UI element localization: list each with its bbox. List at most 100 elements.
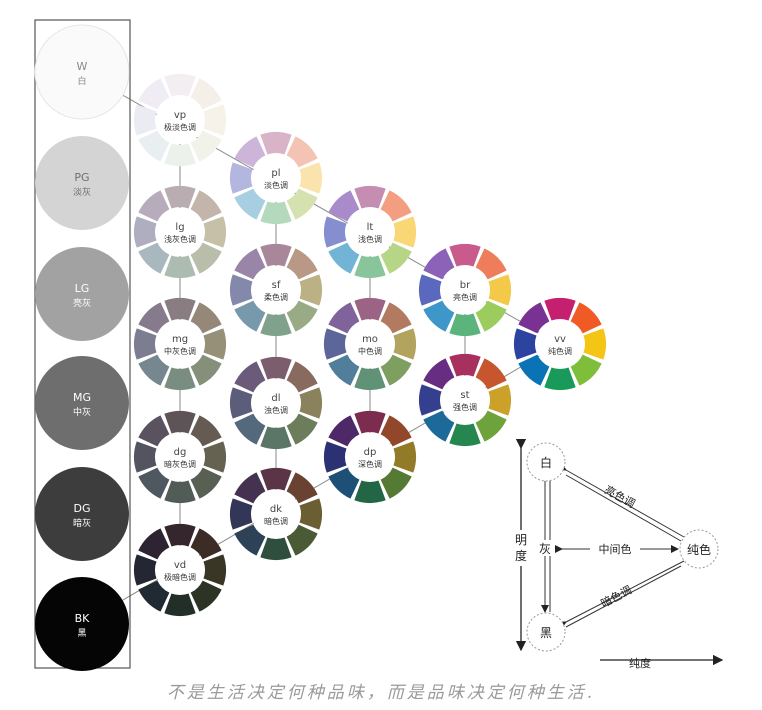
lightness-label-1: 明 <box>515 533 527 547</box>
tone-wheel-segment <box>475 410 507 442</box>
tone-wheel-segment <box>164 367 196 390</box>
caption-quote: 不是生活决定何种品味，而是品味决定何种生活. <box>166 683 596 703</box>
dark-tones-label: 暗色调 <box>598 583 634 611</box>
tone-wheel-segment <box>380 190 412 222</box>
gray-disc-w: W白 <box>34 24 130 120</box>
tone-wheel-segment <box>260 244 292 267</box>
tone-code-label: vp <box>174 110 186 121</box>
tone-code-label: st <box>460 390 469 401</box>
gray-disc-bk: BK 黑 <box>35 577 129 671</box>
tone-wheel-segment <box>328 242 360 274</box>
tone-wheel-segment <box>354 480 386 503</box>
tone-wheel-center <box>252 490 300 538</box>
tone-wheel-segment <box>134 216 157 248</box>
tone-name-label: 深色调 <box>358 459 382 469</box>
tone-wheel-segment <box>299 498 322 530</box>
tone-name-label: 暗色调 <box>264 516 288 526</box>
tone-wheel-segment <box>286 300 318 332</box>
tone-wheel-segment <box>203 328 226 360</box>
tone-name-label: 极淡色调 <box>164 122 196 132</box>
black-label: 黑 <box>540 626 552 640</box>
tone-wheel-segment <box>164 298 196 321</box>
tone-wheel-segment <box>260 426 292 449</box>
tone-wheel-segment <box>260 313 292 336</box>
tone-wheel-segment <box>354 186 386 209</box>
tone-code-label: vv <box>554 334 566 345</box>
tone-wheel-segment <box>324 328 347 360</box>
tone-name-label: 柔色调 <box>264 292 288 302</box>
tone-wheel-segment <box>393 216 416 248</box>
tone-wheel-segment <box>570 302 602 334</box>
gray-code-label: DG <box>74 502 91 515</box>
tone-wheel-segment <box>190 354 222 386</box>
tone-wheel-segment <box>354 367 386 390</box>
tone-code-label: vd <box>174 560 186 571</box>
tone-wheel-segment <box>423 410 455 442</box>
tone-wheel-center <box>252 266 300 314</box>
tone-wheel-segment <box>260 131 292 155</box>
black-node <box>526 612 566 652</box>
bright-tones-line-2 <box>565 474 682 542</box>
tone-wheel-segment <box>138 242 170 274</box>
tone-wheel-segment <box>234 413 266 445</box>
tone-wheel-segment <box>190 130 222 162</box>
tone-legend-diagram: 白 黑 纯色 灰 中间色 亮色调 暗色调 明 度 纯度 <box>514 438 724 670</box>
tone-wheel-segment <box>234 188 266 220</box>
tone-code-label: mo <box>362 334 378 345</box>
tone-wheel-segment <box>164 74 196 97</box>
tone-wheel-segment <box>380 302 412 334</box>
gray-name-label: 白 <box>77 75 86 87</box>
tone-name-label: 纯色调 <box>548 346 572 356</box>
tone-name-label: 亮色调 <box>453 292 477 302</box>
tone-wheel-segment <box>449 244 481 267</box>
tone-code-label: lg <box>175 222 184 233</box>
gray-disc-circle <box>35 136 129 230</box>
gray-disc-circle <box>35 467 129 561</box>
tone-wheel-segment <box>393 441 416 473</box>
tone-wheel-center <box>346 433 394 481</box>
tone-wheel-segment <box>164 524 196 547</box>
tone-wheel-segment <box>230 498 253 530</box>
tone-code-label: dg <box>174 447 187 458</box>
tone-wheel-segment <box>449 423 481 447</box>
tone-wheel-segment <box>286 413 318 445</box>
grayscale-column: W白 PG 淡灰 LG 亮灰 MG 中灰 DG 暗灰 BK 黑 <box>34 24 130 671</box>
tone-wheel-segment <box>138 190 170 222</box>
tone-wheel-segment <box>393 328 416 360</box>
tone-wheel-segment <box>190 302 222 334</box>
tone-wheel-segment <box>138 528 170 560</box>
tone-wheel-segment <box>260 537 292 560</box>
tone-wheel-segment <box>286 248 318 280</box>
tone-wheel-segment <box>203 441 226 473</box>
gray-name-label: 中灰 <box>73 406 91 418</box>
tone-wheel-segment <box>354 411 386 434</box>
gray-disc-circle <box>34 24 130 120</box>
tone-wheel-center <box>441 266 489 314</box>
tone-wheel-segment <box>190 242 222 274</box>
tone-wheel-segment <box>138 415 170 447</box>
tone-wheel-segment <box>380 354 412 386</box>
tone-wheel-segment <box>544 298 576 321</box>
tone-wheel-segment <box>190 528 222 560</box>
tone-wheel-segment <box>328 302 360 334</box>
gray-code-label: W <box>77 60 88 73</box>
tone-wheel-center <box>252 154 300 202</box>
tone-wheel-segment <box>419 384 442 416</box>
tone-wheel-segment <box>203 104 226 136</box>
tone-wheel-segment <box>328 190 360 222</box>
tone-wheel-segment <box>138 130 170 162</box>
tone-wheel-segment <box>164 593 196 616</box>
tone-wheel-segment <box>328 415 360 447</box>
tone-name-label: 浅色调 <box>358 234 382 244</box>
dark-tones-line <box>557 560 685 629</box>
white-label: 白 <box>540 455 552 470</box>
tone-wheel-segment <box>190 415 222 447</box>
tone-wheel-segment <box>475 248 507 280</box>
